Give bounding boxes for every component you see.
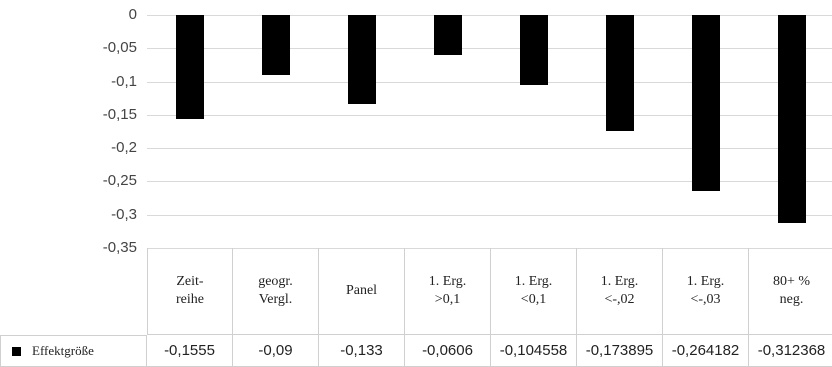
- legend-label: Effektgröße: [32, 343, 94, 358]
- value-cell: -0,173895: [577, 335, 663, 367]
- grid-line: [147, 81, 832, 83]
- bar: [348, 15, 376, 104]
- legend-swatch: [12, 347, 21, 356]
- grid-line: [147, 148, 832, 150]
- value-cell: -0,312368: [749, 335, 832, 367]
- y-tick-label: -0,15: [102, 105, 137, 123]
- grid-line: [147, 214, 832, 216]
- y-tick-label: -0,25: [102, 172, 137, 190]
- category-cell: 80+ % neg.: [749, 248, 832, 335]
- bar: [434, 15, 462, 56]
- y-tick-label: 0: [128, 6, 137, 23]
- bar: [520, 15, 548, 85]
- bar: [606, 15, 634, 131]
- category-cell: Panel: [319, 248, 405, 335]
- grid-line: [147, 248, 832, 249]
- category-cell: 1. Erg. <-,02: [577, 248, 663, 335]
- category-cell: 1. Erg. >0,1: [405, 248, 491, 335]
- value-cell: -0,09: [233, 335, 319, 367]
- value-cell: -0,0606: [405, 335, 491, 367]
- bar: [262, 15, 290, 75]
- value-cell: -0,1555: [147, 335, 233, 367]
- bar: [778, 15, 806, 223]
- grid-line: [147, 114, 832, 116]
- y-tick-label: -0,05: [102, 39, 137, 57]
- y-tick-label: -0,1: [111, 72, 137, 90]
- y-tick-label: -0,2: [111, 139, 137, 157]
- category-cell: 1. Erg. <-,03: [663, 248, 749, 335]
- category-cell: Zeit- reihe: [147, 248, 233, 335]
- category-cell: geogr. Vergl.: [233, 248, 319, 335]
- grid-line: [147, 181, 832, 183]
- category-cell: 1. Erg. <0,1: [491, 248, 577, 335]
- y-tick-label: -0,35: [102, 239, 137, 256]
- bar: [176, 15, 204, 119]
- grid-line: [147, 15, 832, 16]
- value-cell: -0,104558: [491, 335, 577, 367]
- value-cell: -0,264182: [663, 335, 749, 367]
- value-cell: -0,133: [319, 335, 405, 367]
- y-tick-label: -0,3: [111, 205, 137, 223]
- grid-line: [147, 48, 832, 50]
- bar: [692, 15, 720, 191]
